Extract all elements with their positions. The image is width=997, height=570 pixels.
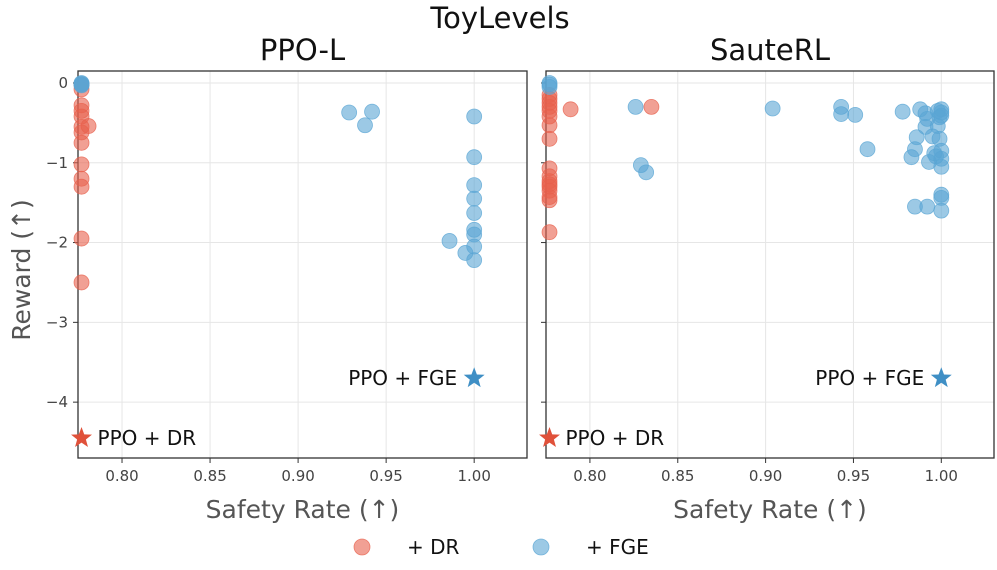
data-point bbox=[73, 178, 90, 195]
star-marker-fge bbox=[930, 367, 952, 388]
annotation-ppo-dr: PPO + DR bbox=[566, 426, 665, 450]
data-point bbox=[357, 117, 373, 134]
legend-label: + FGE bbox=[586, 535, 649, 559]
data-point bbox=[73, 77, 90, 94]
data-point bbox=[541, 224, 558, 241]
legend-marker bbox=[532, 538, 550, 556]
data-point bbox=[562, 101, 579, 118]
y-tick-label: 0 bbox=[58, 74, 68, 92]
panel-title: PPO-L bbox=[260, 33, 345, 67]
panel-1: PPO-L 0.80 0.85 0.90 0.95 1.00 0 −1 −2 −3 −4 Safety… bbox=[46, 33, 528, 524]
data-point bbox=[764, 100, 781, 117]
data-point bbox=[541, 117, 558, 134]
data-point bbox=[859, 141, 876, 158]
star-marker-dr bbox=[539, 427, 560, 447]
annotation-ppo-fge: PPO + FGE bbox=[815, 366, 924, 390]
data-point bbox=[466, 252, 483, 269]
x-tick-label: 0.85 bbox=[193, 467, 226, 485]
x-axis-label: Safety Rate (↑) bbox=[206, 495, 400, 524]
legend-marker bbox=[353, 538, 371, 556]
data-point bbox=[541, 79, 558, 95]
annotation-ppo-fge: PPO + FGE bbox=[348, 366, 457, 390]
panels: PPO-L 0.80 0.85 0.90 0.95 1.00 0 −1 −2 −3 −4 Safety… bbox=[46, 33, 995, 524]
data-point bbox=[364, 103, 380, 120]
data-point bbox=[466, 205, 483, 221]
x-tick-label: 0.80 bbox=[105, 467, 138, 485]
data-point bbox=[919, 198, 936, 215]
y-axis-label: Reward (↑) bbox=[7, 199, 36, 341]
star-marker-dr bbox=[71, 427, 92, 447]
series-dr bbox=[73, 76, 97, 291]
figure-suptitle: ToyLevels bbox=[429, 1, 569, 35]
data-point bbox=[908, 129, 925, 146]
data-point bbox=[73, 230, 90, 247]
x-tick-label: 1.00 bbox=[457, 467, 490, 485]
series-dr bbox=[541, 87, 660, 241]
series-fge bbox=[541, 75, 950, 219]
x-tick-label: 1.00 bbox=[925, 467, 958, 485]
data-point bbox=[643, 99, 660, 115]
data-point bbox=[833, 106, 850, 122]
data-point bbox=[441, 233, 458, 249]
y-tick-label: −1 bbox=[46, 154, 68, 172]
y-tick-label: −2 bbox=[46, 234, 68, 252]
panel-2: SauteRL 0.80 0.85 0.90 0.95 1.00 Safety Rate (… bbox=[539, 33, 995, 524]
data-point bbox=[894, 103, 911, 120]
data-point bbox=[638, 164, 655, 181]
y-tick-label: −4 bbox=[46, 393, 68, 411]
x-tick-label: 0.90 bbox=[749, 467, 782, 485]
data-point bbox=[627, 99, 644, 115]
data-point bbox=[73, 134, 90, 151]
data-point bbox=[80, 118, 97, 134]
panel-title: SauteRL bbox=[710, 33, 830, 67]
annotation-ppo-dr: PPO + DR bbox=[98, 426, 197, 450]
star-marker-fge bbox=[463, 367, 485, 388]
data-point bbox=[933, 158, 950, 175]
axes-frame bbox=[77, 70, 528, 459]
axes-frame bbox=[545, 70, 995, 459]
data-point bbox=[933, 202, 950, 219]
data-point bbox=[73, 274, 90, 291]
x-tick-label: 0.80 bbox=[573, 467, 606, 485]
data-point bbox=[933, 107, 950, 124]
x-tick-label: 0.90 bbox=[281, 467, 314, 485]
legend: + DR + FGE bbox=[353, 535, 649, 559]
series-fge bbox=[73, 75, 483, 269]
x-axis-label: Safety Rate (↑) bbox=[673, 495, 867, 524]
data-point bbox=[466, 190, 483, 207]
data-point bbox=[341, 104, 358, 121]
data-point bbox=[466, 177, 483, 194]
data-point bbox=[466, 108, 483, 125]
data-point bbox=[541, 192, 558, 209]
data-point bbox=[466, 149, 483, 166]
data-point bbox=[73, 156, 90, 173]
data-point bbox=[541, 130, 558, 147]
data-point bbox=[847, 106, 864, 123]
x-tick-label: 0.95 bbox=[369, 467, 402, 485]
x-tick-label: 0.95 bbox=[837, 467, 870, 485]
x-tick-label: 0.85 bbox=[661, 467, 694, 485]
legend-label: + DR bbox=[407, 535, 460, 559]
y-tick-label: −3 bbox=[46, 313, 68, 331]
